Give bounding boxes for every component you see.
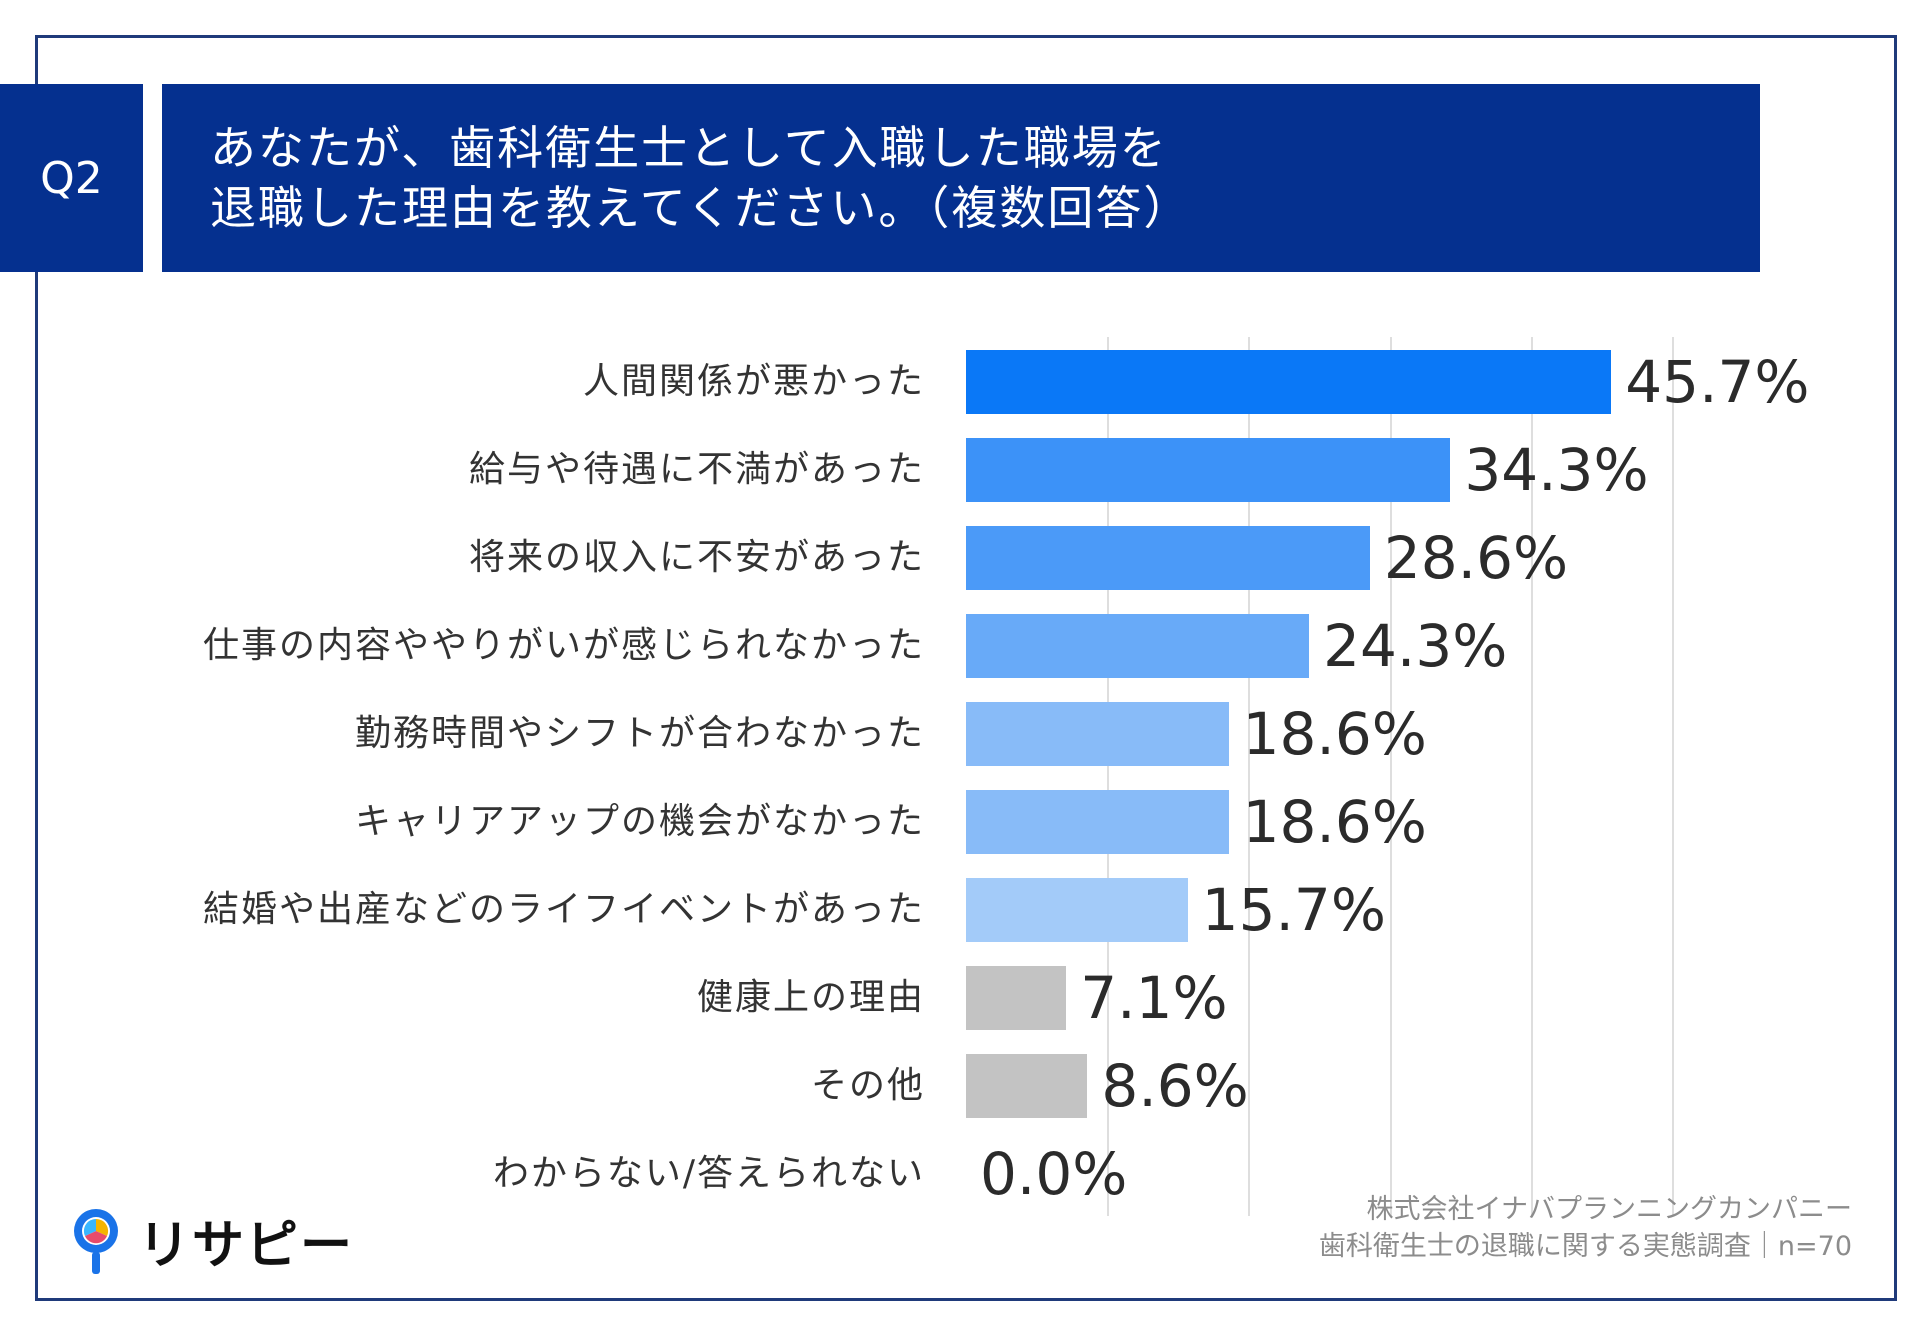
question-tag: Q2 (0, 84, 143, 272)
category-label: 仕事の内容ややりがいが感じられなかった (202, 625, 925, 666)
category-label: その他 (810, 1065, 925, 1106)
logo: リサピー (68, 1205, 355, 1276)
gridline (1248, 337, 1251, 1216)
bar (966, 526, 1370, 590)
question-title-line1: あなたが、歯科衛生士として入職した職場を (210, 121, 1168, 175)
category-label: わからない/答えられない (492, 1153, 925, 1194)
category-label: 結婚や出産などのライフイベントがあった (202, 889, 925, 930)
question-title: あなたが、歯科衛生士として入職した職場を 退職した理由を教えてください。（複数回… (162, 84, 1760, 272)
value-label: 18.6% (1242, 700, 1427, 768)
value-label: 15.7% (1201, 876, 1386, 944)
footer-source: 株式会社イナバプランニングカンパニー 歯科衛生士の退職に関する実態調査｜n=70 (1319, 1191, 1852, 1265)
gridline (1672, 337, 1674, 1216)
category-label: 給与や待遇に不満があった (468, 449, 925, 490)
bar (966, 790, 1229, 854)
value-label: 7.1% (1080, 964, 1228, 1032)
value-label: 34.3% (1464, 436, 1649, 504)
value-label: 45.7% (1625, 348, 1810, 416)
chart-frame (35, 35, 1897, 1301)
gridline (1389, 337, 1392, 1216)
category-label: 勤務時間やシフトが合わなかった (354, 713, 925, 754)
bar (966, 614, 1310, 678)
value-label: 0.0% (980, 1140, 1128, 1208)
value-label: 8.6% (1101, 1052, 1249, 1120)
footer-company: 株式会社イナバプランニングカンパニー (1366, 1194, 1852, 1225)
logo-text: リサピー (138, 1215, 355, 1276)
category-label: 人間関係が悪かった (582, 361, 925, 402)
category-label: キャリアアップの機会がなかった (354, 801, 925, 842)
gridline (1530, 337, 1533, 1216)
footer-survey: 歯科衛生士の退職に関する実態調査｜n=70 (1318, 1231, 1852, 1262)
bar (966, 1054, 1088, 1118)
bar (966, 702, 1229, 766)
value-label: 24.3% (1323, 612, 1508, 680)
pin-logo-icon (74, 1209, 118, 1274)
question-title-line2: 退職した理由を教えてください。（複数回答） (210, 181, 1192, 235)
bar (966, 966, 1067, 1030)
value-label: 28.6% (1383, 524, 1569, 592)
bar (966, 350, 1612, 414)
category-label: 健康上の理由 (696, 977, 925, 1018)
value-label: 18.6% (1242, 788, 1427, 856)
gridline (1107, 337, 1110, 1216)
bar (966, 878, 1188, 942)
category-label: 将来の収入に不安があった (468, 537, 925, 578)
bar (966, 438, 1451, 502)
